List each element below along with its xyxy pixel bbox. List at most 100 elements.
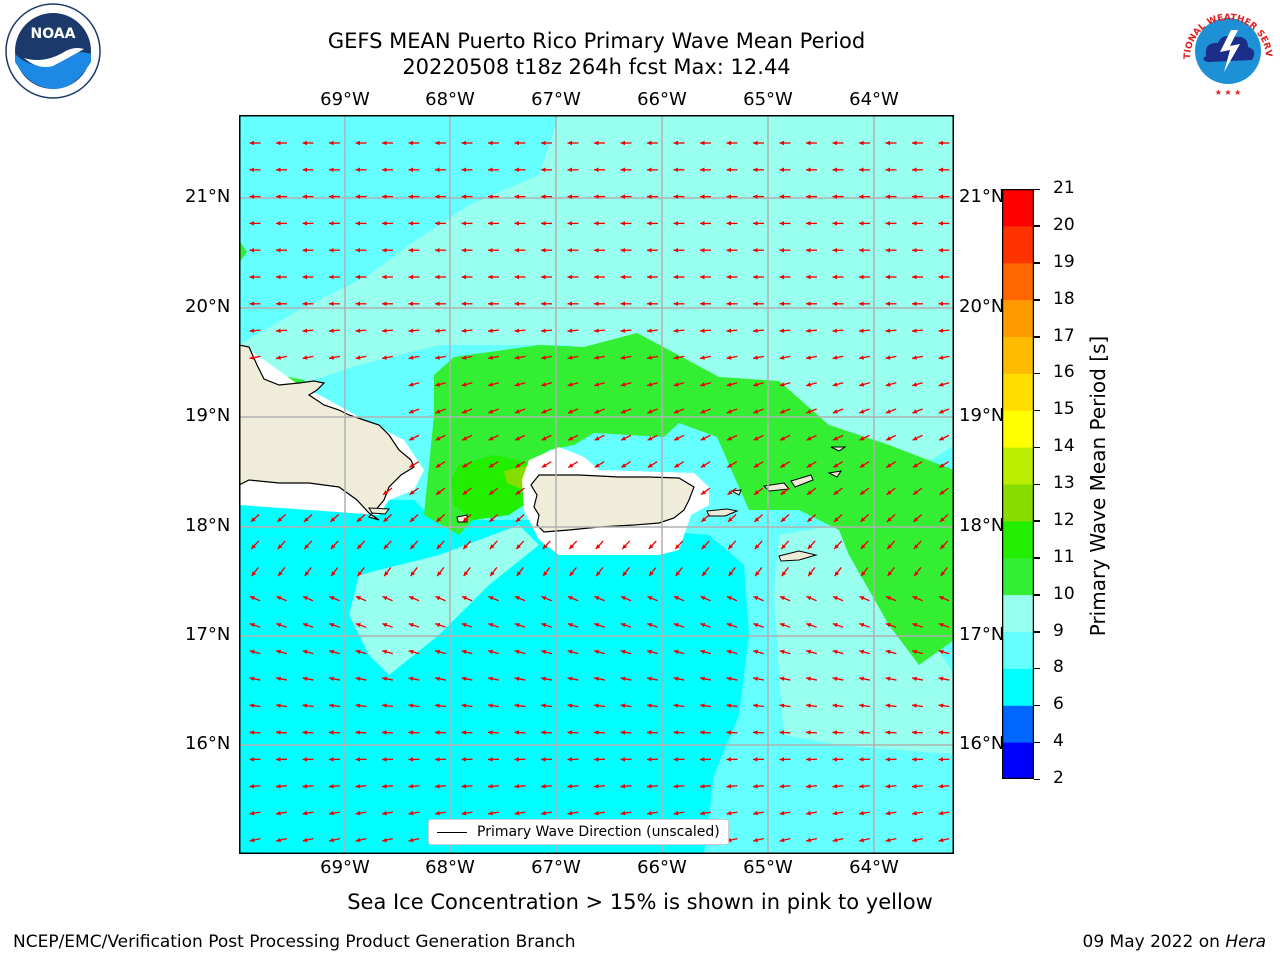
wave-direction-arrowhead <box>514 757 520 762</box>
wave-direction-arrowhead <box>860 517 866 522</box>
wave-direction-arrowhead <box>753 221 758 226</box>
svg-text:★ ★ ★: ★ ★ ★ <box>1215 88 1242 97</box>
wave-direction-arrowhead <box>621 463 627 468</box>
wave-direction-arrowhead <box>938 355 944 360</box>
wave-direction-arrowhead <box>594 436 600 441</box>
wave-direction-arrowhead <box>647 382 653 387</box>
wave-direction-arrowhead <box>567 328 573 333</box>
wave-direction-arrowhead <box>781 544 786 550</box>
wave-direction-arrowhead <box>885 140 890 146</box>
wave-direction-arrowhead <box>329 194 334 199</box>
lon-label: 68°W <box>425 857 475 878</box>
wave-direction-arrowhead <box>754 544 760 550</box>
wave-direction-arrowhead <box>700 355 705 360</box>
wave-direction-arrowhead <box>408 784 414 789</box>
wave-direction-arrowhead <box>329 596 335 601</box>
wave-direction-arrowhead <box>912 436 918 441</box>
wave-direction-arrowhead <box>620 810 626 816</box>
wave-direction-arrowhead <box>806 194 811 199</box>
wave-direction-arrowhead <box>567 409 573 414</box>
wave-direction-arrowhead <box>647 167 652 173</box>
wave-direction-arrowhead <box>806 301 811 307</box>
sea-ice-caption: Sea Ice Concentration > 15% is shown in … <box>0 890 1280 914</box>
lon-label: 66°W <box>637 857 687 878</box>
wave-direction-arrowhead <box>384 571 389 577</box>
wave-direction-arrowhead <box>647 436 653 441</box>
wave-direction-arrowhead <box>594 247 599 253</box>
wave-direction-arrowhead <box>382 622 388 628</box>
wave-direction-arrowhead <box>302 328 308 333</box>
wave-direction-arrowhead <box>780 436 786 441</box>
wave-direction-arrowhead <box>355 274 360 280</box>
wave-direction-arrowhead <box>329 167 334 173</box>
wave-direction-arrowhead <box>726 247 731 253</box>
colorbar-segment <box>1002 668 1034 706</box>
wave-direction-arrowhead <box>382 703 387 708</box>
colorbar-tick <box>1034 262 1040 264</box>
wave-direction-arrowhead <box>620 328 626 333</box>
wave-direction-arrowhead <box>753 596 759 601</box>
lat-label: 18°N <box>959 515 1005 536</box>
wave-direction-arrowhead <box>489 544 495 550</box>
wave-direction-arrowhead <box>938 301 943 307</box>
wave-direction-arrowhead <box>594 596 600 601</box>
wave-direction-arrowhead <box>885 649 891 655</box>
wave-direction-arrowhead <box>302 676 308 682</box>
wave-direction-arrowhead <box>516 544 521 550</box>
legend-line-swatch <box>437 831 467 833</box>
wave-direction-arrowhead <box>647 810 652 816</box>
colorbar-tick-label: 4 <box>1053 731 1064 752</box>
wave-direction-arrowhead <box>753 382 759 387</box>
wave-direction-arrowhead <box>435 140 440 146</box>
wave-direction-arrowhead <box>383 490 389 495</box>
colorbar-segment <box>1002 631 1034 669</box>
wave-direction-arrowhead <box>859 436 865 441</box>
wave-direction-arrowhead <box>461 221 466 226</box>
wave-direction-arrowhead <box>302 703 308 708</box>
wave-direction-arrowhead <box>647 221 652 226</box>
wave-direction-arrowhead <box>329 301 334 307</box>
wave-direction-arrowhead <box>355 301 360 307</box>
wave-direction-arrowhead <box>647 730 652 735</box>
wave-direction-arrowhead <box>514 355 520 360</box>
wave-direction-arrowhead <box>939 463 945 468</box>
lat-label: 19°N <box>959 405 1005 426</box>
wave-direction-arrowhead <box>912 355 917 360</box>
wave-direction-arrowhead <box>859 730 864 735</box>
wave-direction-arrowhead <box>673 194 678 199</box>
wave-direction-arrowhead <box>673 409 679 414</box>
wave-direction-arrowhead <box>885 167 890 173</box>
wave-direction-arrowhead <box>594 382 600 387</box>
wave-direction-arrowhead <box>620 622 626 628</box>
wave-direction-arrowhead <box>727 436 733 441</box>
wave-direction-arrowhead <box>832 167 837 173</box>
wave-direction-arrowhead <box>567 810 573 816</box>
wave-direction-arrowhead <box>516 571 522 577</box>
wave-direction-arrowhead <box>594 676 599 682</box>
wave-direction-arrowhead <box>278 571 283 577</box>
wave-direction-arrowhead <box>435 436 441 441</box>
graticule <box>239 115 954 854</box>
wave-direction-arrowhead <box>673 730 679 735</box>
lon-label: 65°W <box>743 89 793 110</box>
wave-direction-arrowhead <box>620 221 625 226</box>
wave-direction-arrowhead <box>408 247 413 253</box>
wave-direction-arrowhead <box>886 436 892 441</box>
wave-direction-arrowhead <box>622 544 627 550</box>
wave-direction-arrowhead <box>541 810 546 816</box>
wave-direction-arrowhead <box>753 436 759 441</box>
wave-direction-arrowhead <box>806 140 811 146</box>
wave-direction-arrowhead <box>912 703 917 708</box>
wave-direction-arrowhead <box>277 544 283 550</box>
wave-direction-arrowhead <box>302 730 308 735</box>
colorbar-tick-label: 17 <box>1053 325 1075 346</box>
wave-direction-arrowhead <box>833 463 839 468</box>
wave-direction-arrowhead <box>382 221 387 226</box>
colorbar-tick <box>1034 446 1040 449</box>
wave-direction-arrowhead <box>488 274 493 280</box>
wave-direction-arrowhead <box>594 355 599 360</box>
wave-direction-arrowhead <box>779 328 785 333</box>
wave-direction-arrowhead <box>673 676 679 682</box>
wave-direction-arrowhead <box>276 355 281 360</box>
wave-direction-arrowhead <box>701 517 707 522</box>
